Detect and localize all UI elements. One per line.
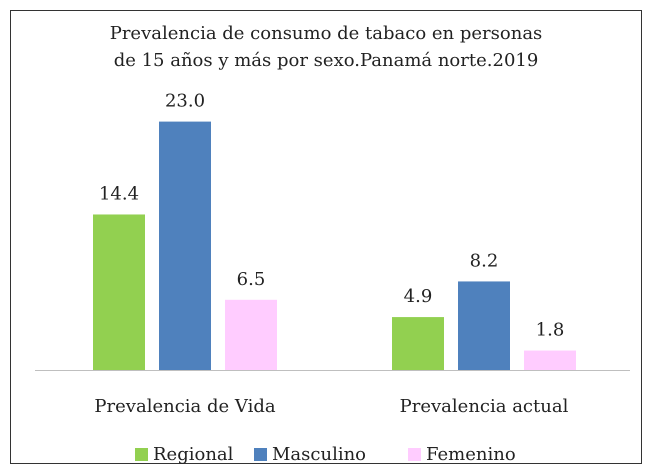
- bar: [93, 214, 145, 370]
- bar: [458, 281, 510, 370]
- bar: [225, 299, 277, 370]
- chart-title: de 15 años y más por sexo.Panamá norte.2…: [114, 50, 539, 71]
- data-label: 1.8: [536, 320, 565, 341]
- bar: [392, 317, 444, 370]
- data-label: 4.9: [404, 286, 433, 307]
- legend-label: Regional: [153, 444, 234, 465]
- data-label: 8.2: [470, 250, 499, 271]
- data-label: 6.5: [237, 269, 266, 290]
- legend-swatch: [254, 448, 267, 461]
- legend-swatch: [408, 448, 421, 461]
- legend-label: Masculino: [272, 444, 366, 465]
- bar: [159, 121, 211, 370]
- chart-title: Prevalencia de consumo de tabaco en pers…: [110, 23, 543, 44]
- legend-swatch: [135, 448, 148, 461]
- data-label: 14.4: [99, 183, 139, 204]
- x-tick-label: Prevalencia de Vida: [94, 396, 275, 417]
- x-tick-label: Prevalencia actual: [400, 396, 569, 417]
- bar: [524, 350, 576, 370]
- data-label: 23.0: [165, 91, 205, 112]
- legend-label: Femenino: [426, 444, 516, 465]
